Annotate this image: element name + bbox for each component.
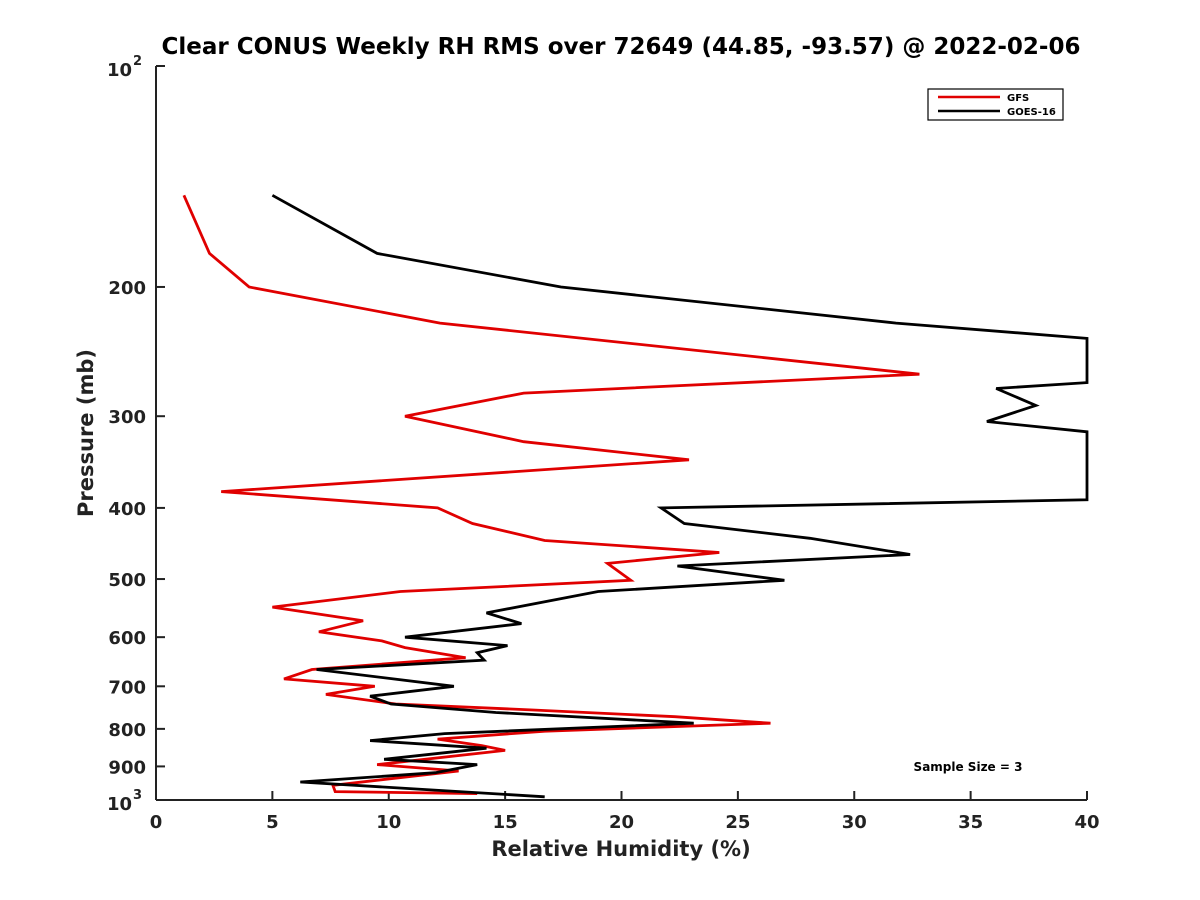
y-tick-label: 10 2: [107, 54, 142, 81]
x-tick-label: 5: [266, 812, 279, 833]
y-tick-label: 500: [108, 570, 146, 591]
y-tick-label: 800: [108, 720, 146, 741]
series-lines: [182, 194, 1089, 799]
y-tick-base: 10: [107, 60, 132, 81]
y-tick-label: 600: [108, 628, 146, 649]
x-tick-label: 40: [1074, 812, 1099, 833]
sample-size-annotation: Sample Size = 3: [914, 760, 1023, 774]
x-ticks: 0 5 10 15 20 25 30 35 40: [150, 791, 1100, 833]
y-tick-base: 10: [107, 794, 132, 815]
y-tick-exponent: 2: [133, 54, 142, 69]
plot-area: [155, 66, 1087, 801]
y-tick-label: 400: [108, 499, 146, 520]
x-tick-label: 30: [842, 812, 867, 833]
y-axis-label: Pressure (mb): [74, 349, 98, 517]
series-line-goes16: [271, 194, 1089, 799]
y-tick-label: 900: [108, 757, 146, 778]
x-tick-label: 20: [609, 812, 634, 833]
y-tick-label: 200: [108, 278, 146, 299]
x-tick-label: 15: [493, 812, 518, 833]
x-tick-label: 0: [150, 812, 163, 833]
x-axis-label: Relative Humidity (%): [491, 837, 750, 861]
x-tick-label: 25: [725, 812, 750, 833]
chart-title: Clear CONUS Weekly RH RMS over 72649 (44…: [162, 34, 1081, 60]
x-tick-label: 35: [958, 812, 983, 833]
legend: GFS GOES-16: [927, 88, 1064, 121]
legend-label-goes16: GOES-16: [1007, 107, 1056, 118]
x-tick-label: 10: [376, 812, 401, 833]
y-tick-label: 300: [108, 407, 146, 428]
y-tick-label: 10 3: [107, 788, 142, 815]
legend-box: [927, 88, 1064, 121]
y-tick-exponent: 3: [133, 788, 142, 803]
legend-label-gfs: GFS: [1007, 93, 1029, 104]
y-tick-label: 700: [108, 677, 146, 698]
series-line-gfs: [182, 194, 920, 795]
